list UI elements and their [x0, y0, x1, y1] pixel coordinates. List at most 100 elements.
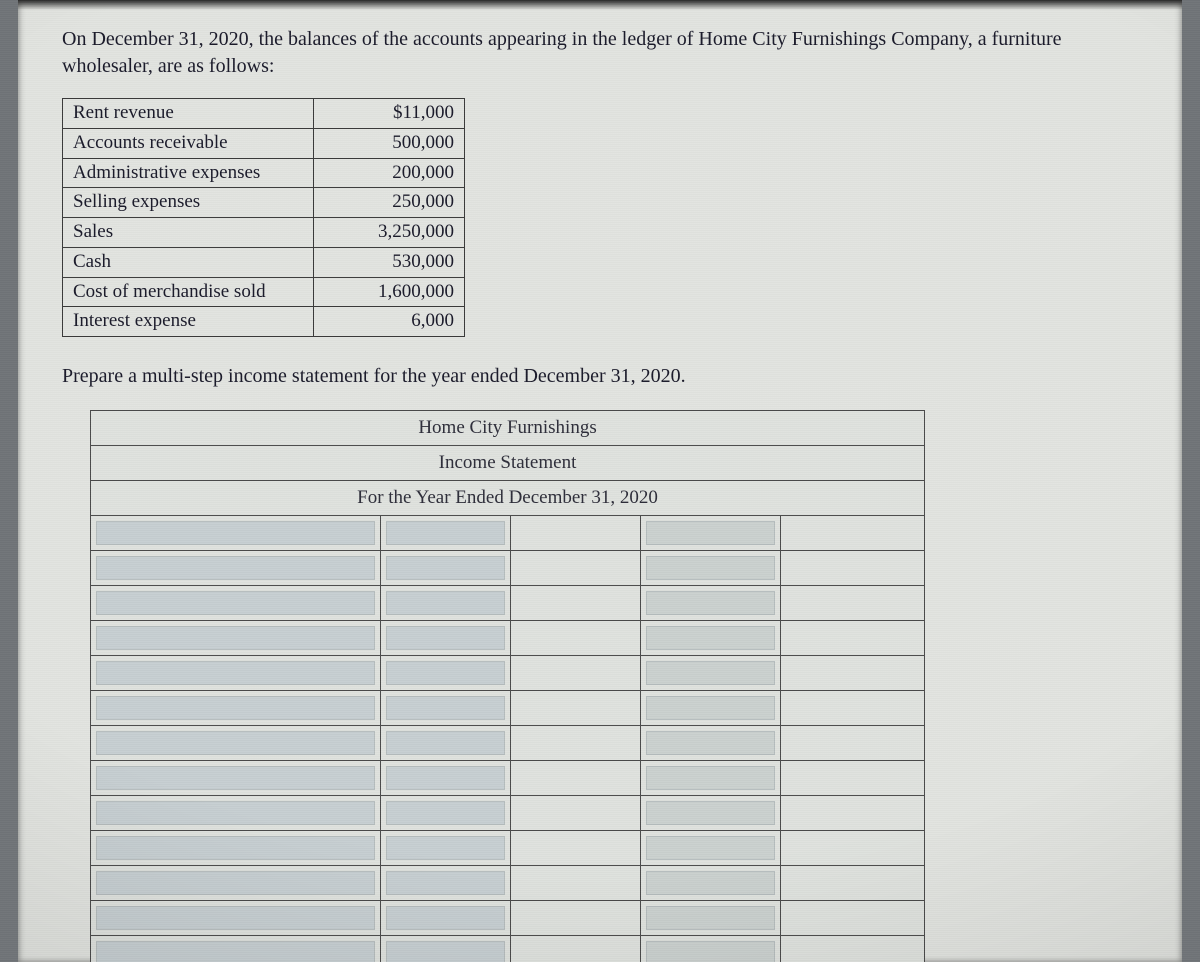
ws-cell-spacer [511, 866, 641, 901]
ws-cell-amount-2[interactable] [641, 726, 781, 761]
ws-cell-amount-2[interactable] [641, 656, 781, 691]
ws-cell-amount-1[interactable] [381, 691, 511, 726]
ledger-label: Interest expense [63, 307, 314, 337]
ws-cell-spacer [511, 656, 641, 691]
ws-cell-amount-1[interactable] [381, 621, 511, 656]
ws-cell-spacer [781, 866, 925, 901]
ws-cell-description[interactable] [91, 516, 381, 551]
ws-cell-amount-2[interactable] [641, 586, 781, 621]
ledger-label: Sales [63, 218, 314, 248]
ws-cell-spacer [511, 901, 641, 936]
ws-cell-spacer [511, 516, 641, 551]
ledger-label: Rent revenue [63, 99, 314, 129]
ws-cell-amount-2[interactable] [641, 936, 781, 962]
ws-cell-description[interactable] [91, 691, 381, 726]
ws-cell-spacer [511, 831, 641, 866]
ws-cell-description[interactable] [91, 726, 381, 761]
ws-cell-description[interactable] [91, 796, 381, 831]
ledger-value: 500,000 [314, 128, 465, 158]
ws-row [91, 621, 925, 656]
ws-cell-amount-1[interactable] [381, 831, 511, 866]
ws-cell-description[interactable] [91, 831, 381, 866]
ws-cell-spacer [781, 516, 925, 551]
ws-title-company: Home City Furnishings [91, 411, 925, 446]
ws-cell-spacer [781, 901, 925, 936]
ws-row [91, 901, 925, 936]
table-row: Rent revenue $11,000 [63, 99, 465, 129]
table-row: Selling expenses 250,000 [63, 188, 465, 218]
ws-cell-description[interactable] [91, 586, 381, 621]
ws-cell-description[interactable] [91, 551, 381, 586]
ledger-label: Cash [63, 247, 314, 277]
ws-cell-description[interactable] [91, 936, 381, 962]
ws-cell-spacer [511, 796, 641, 831]
ws-cell-amount-2[interactable] [641, 831, 781, 866]
ws-cell-description[interactable] [91, 656, 381, 691]
ledger-value: 1,600,000 [314, 277, 465, 307]
ws-row [91, 726, 925, 761]
ws-row [91, 796, 925, 831]
ledger-label: Administrative expenses [63, 158, 314, 188]
ledger-label: Accounts receivable [63, 128, 314, 158]
table-row: Accounts receivable 500,000 [63, 128, 465, 158]
intro-paragraph: On December 31, 2020, the balances of th… [62, 26, 1142, 80]
ws-cell-spacer [511, 761, 641, 796]
instruction-paragraph: Prepare a multi-step income statement fo… [62, 365, 1142, 388]
ws-cell-amount-2[interactable] [641, 691, 781, 726]
ws-cell-amount-1[interactable] [381, 656, 511, 691]
ws-cell-amount-1[interactable] [381, 936, 511, 962]
ws-row [91, 516, 925, 551]
ws-title-statement: Income Statement [91, 446, 925, 481]
ledger-value: 530,000 [314, 247, 465, 277]
ws-cell-amount-2[interactable] [641, 761, 781, 796]
ledger-value: 250,000 [314, 188, 465, 218]
ws-cell-amount-2[interactable] [641, 866, 781, 901]
ws-body [91, 516, 925, 962]
table-row: Administrative expenses 200,000 [63, 158, 465, 188]
ws-cell-spacer [781, 726, 925, 761]
ws-cell-amount-1[interactable] [381, 551, 511, 586]
table-row: Cost of merchandise sold 1,600,000 [63, 277, 465, 307]
ledger-value: 6,000 [314, 307, 465, 337]
ws-cell-amount-2[interactable] [641, 796, 781, 831]
ledger-balances-table: Rent revenue $11,000 Accounts receivable… [62, 98, 465, 337]
page: On December 31, 2020, the balances of th… [18, 0, 1182, 962]
ws-cell-amount-1[interactable] [381, 586, 511, 621]
ws-cell-spacer [781, 586, 925, 621]
ws-cell-amount-2[interactable] [641, 551, 781, 586]
ws-cell-amount-1[interactable] [381, 726, 511, 761]
ws-header-row: Home City Furnishings [91, 411, 925, 446]
ledger-label: Selling expenses [63, 188, 314, 218]
table-row: Cash 530,000 [63, 247, 465, 277]
ws-cell-description[interactable] [91, 866, 381, 901]
ws-cell-amount-1[interactable] [381, 866, 511, 901]
ws-cell-description[interactable] [91, 901, 381, 936]
ws-cell-spacer [781, 761, 925, 796]
ws-cell-amount-1[interactable] [381, 761, 511, 796]
ws-cell-spacer [781, 936, 925, 962]
ws-cell-spacer [511, 936, 641, 962]
ws-cell-spacer [511, 586, 641, 621]
ws-header-row: Income Statement [91, 446, 925, 481]
ws-cell-amount-2[interactable] [641, 516, 781, 551]
ws-cell-spacer [781, 796, 925, 831]
ws-row [91, 831, 925, 866]
ws-cell-amount-2[interactable] [641, 621, 781, 656]
ledger-value: $11,000 [314, 99, 465, 129]
ws-row [91, 586, 925, 621]
ws-cell-amount-2[interactable] [641, 901, 781, 936]
ws-cell-amount-1[interactable] [381, 796, 511, 831]
ws-row [91, 761, 925, 796]
ws-row [91, 936, 925, 962]
ws-cell-spacer [781, 691, 925, 726]
table-row: Interest expense 6,000 [63, 307, 465, 337]
ws-cell-amount-1[interactable] [381, 901, 511, 936]
ws-row [91, 691, 925, 726]
ws-cell-description[interactable] [91, 761, 381, 796]
ws-row [91, 656, 925, 691]
ws-cell-description[interactable] [91, 621, 381, 656]
income-statement-worksheet: Home City Furnishings Income Statement F… [90, 410, 925, 962]
ws-cell-amount-1[interactable] [381, 516, 511, 551]
ws-cell-spacer [781, 831, 925, 866]
ws-title-period: For the Year Ended December 31, 2020 [91, 481, 925, 516]
